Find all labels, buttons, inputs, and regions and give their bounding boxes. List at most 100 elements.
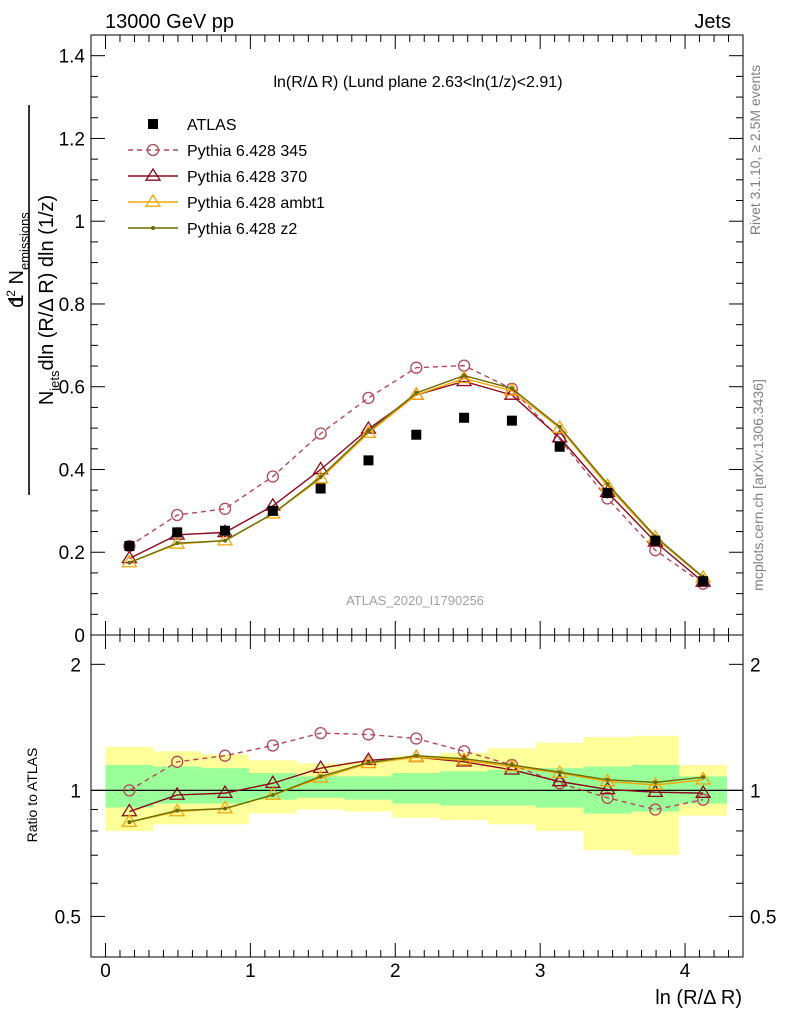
ratio-band-inner bbox=[344, 776, 393, 800]
mcplots-label: mcplots.cern.ch [arXiv:1306.3436] bbox=[750, 379, 766, 591]
ratio-ytick-label-right: 1 bbox=[750, 781, 761, 802]
ylabel-numerator-part: emissions bbox=[17, 212, 32, 270]
ylabel-denominator-part: jets bbox=[47, 370, 62, 392]
main-ytick-label: 1.2 bbox=[59, 129, 85, 150]
ratio-series-0-point bbox=[649, 803, 662, 816]
legend-marker bbox=[146, 143, 160, 157]
ratio-series-3-point bbox=[557, 770, 562, 775]
main-panel: 0 0.2 0.4 0.6 0.8 1 1.2 1.4 ln(R/Δ R) (Lund pla… bbox=[59, 34, 744, 647]
legend-marker bbox=[151, 226, 155, 230]
main-series-line-4 bbox=[129, 374, 704, 578]
ratio-series-3-point bbox=[653, 780, 658, 785]
ratio-xtick-label: 0 bbox=[100, 961, 111, 982]
ratio-series-3-point bbox=[462, 756, 467, 761]
ratio-series-3-point bbox=[175, 808, 180, 813]
ratio-series-1-point bbox=[599, 781, 616, 795]
main-series-4-point bbox=[462, 373, 467, 378]
watermark: ATLAS_2020_I1790256 bbox=[346, 593, 484, 608]
main-plot-area bbox=[121, 359, 712, 590]
ratio-band-inner bbox=[105, 764, 154, 808]
atlas-point bbox=[220, 525, 231, 536]
atlas-point bbox=[315, 483, 326, 494]
ratio-series-0-point bbox=[362, 728, 375, 741]
atlas-point bbox=[172, 527, 183, 538]
ratio-band-inner bbox=[392, 773, 441, 804]
ratio-series-1-point bbox=[503, 761, 521, 775]
main-series-1-point bbox=[218, 502, 232, 515]
ylabel-denominator-part: dln (R/Δ R) dln (1/z) bbox=[36, 195, 58, 371]
ratio-panel: 0.5 0.5 1 1 2 2 0 1 2 3 4 Ratio to ATLAS ln (R/Δ R… bbox=[24, 634, 776, 1009]
main-series-1-point bbox=[362, 391, 375, 405]
main-ytick-label: 1 bbox=[74, 212, 85, 233]
ratio-band-inner bbox=[487, 769, 536, 806]
ratio-ytick-label-right: 0.5 bbox=[750, 907, 776, 928]
ratio-series-1-point bbox=[694, 784, 712, 798]
main-series-1-point bbox=[314, 427, 327, 440]
main-series-3-point bbox=[360, 424, 377, 438]
main-ylabel: 1 d2 Nemissions Njetsdln (R/Δ R) dln (1/… bbox=[4, 105, 62, 495]
atlas-point bbox=[554, 441, 565, 452]
main-ytick-label: 0.4 bbox=[59, 460, 86, 481]
main-series-4-point bbox=[509, 386, 514, 391]
ratio-series-0-point bbox=[410, 732, 423, 745]
ratio-series-2-point bbox=[647, 776, 664, 790]
main-ytick-label: 0.6 bbox=[59, 378, 85, 399]
ratio-ytick-label-right: 2 bbox=[750, 655, 761, 676]
legend-label: Pythia 6.428 345 bbox=[187, 143, 307, 160]
ratio-plot-area bbox=[91, 726, 743, 856]
ratio-series-2-point bbox=[312, 769, 329, 783]
main-series-3-point bbox=[503, 382, 521, 396]
ratio-series-3-point bbox=[414, 753, 419, 758]
main-series-4-point bbox=[127, 560, 132, 565]
atlas-point bbox=[698, 576, 709, 587]
ratio-series-1-point bbox=[216, 784, 234, 798]
legend-label: ATLAS bbox=[187, 117, 237, 134]
main-series-line-2 bbox=[129, 380, 704, 583]
ratio-frame bbox=[90, 634, 744, 958]
legend-marker bbox=[144, 193, 162, 207]
header-left: 13000 GeV pp bbox=[105, 11, 234, 33]
ratio-ytick-label: 1 bbox=[70, 781, 81, 802]
ylabel-numerator-part: d bbox=[6, 297, 28, 308]
main-series-1-point bbox=[266, 470, 279, 483]
main-series-4-point bbox=[223, 538, 228, 543]
ratio-ytick-label: 2 bbox=[70, 655, 81, 676]
plot-title: ln(R/Δ R) (Lund plane 2.63<ln(1/z)<2.91) bbox=[273, 74, 562, 91]
ratio-band-inner bbox=[296, 776, 345, 798]
main-series-4-point bbox=[414, 390, 419, 395]
ratio-series-2-point bbox=[694, 771, 712, 785]
main-ytick-label: 0.8 bbox=[59, 295, 85, 316]
ratio-series-0-point bbox=[601, 791, 614, 804]
ratio-band-inner bbox=[153, 766, 202, 804]
legend-marker bbox=[144, 167, 162, 181]
ratio-series-3-point bbox=[127, 820, 132, 825]
ratio-series-3-point bbox=[223, 806, 228, 811]
ylabel-one: 1 bbox=[6, 294, 28, 305]
ratio-series-1-point bbox=[312, 759, 329, 773]
ratio-ylabel: Ratio to ATLAS bbox=[24, 748, 40, 843]
ratio-xlabel: ln (R/Δ R) bbox=[655, 987, 742, 1009]
main-series-1-point bbox=[410, 361, 423, 374]
ratio-xtick-label: 3 bbox=[535, 961, 546, 982]
atlas-point bbox=[459, 412, 470, 423]
legend-marker-atlas bbox=[148, 119, 158, 129]
ratio-xtick-label: 4 bbox=[680, 961, 691, 982]
main-series-3-point bbox=[312, 470, 329, 484]
ratio-series-3-point bbox=[701, 775, 706, 780]
atlas-point bbox=[506, 415, 517, 426]
main-series-4-point bbox=[366, 429, 371, 434]
main-series-line-1 bbox=[129, 364, 704, 585]
ratio-xtick-label: 2 bbox=[390, 961, 401, 982]
atlas-point bbox=[650, 535, 661, 546]
main-series-1-point bbox=[171, 508, 184, 522]
atlas-point bbox=[363, 455, 374, 466]
ratio-series-0-point bbox=[123, 784, 136, 797]
ratio-series-0-point bbox=[218, 749, 232, 762]
main-series-4-point bbox=[605, 481, 610, 486]
ratio-series-3-point bbox=[270, 792, 275, 797]
header-right: Jets bbox=[694, 11, 731, 33]
ratio-series-3-point bbox=[605, 777, 610, 782]
ratio-ytick-label: 0.5 bbox=[55, 907, 81, 928]
main-axis-ticks: 0 0.2 0.4 0.6 0.8 1 1.2 1.4 bbox=[59, 35, 744, 647]
ratio-xtick-label: 1 bbox=[245, 961, 256, 982]
